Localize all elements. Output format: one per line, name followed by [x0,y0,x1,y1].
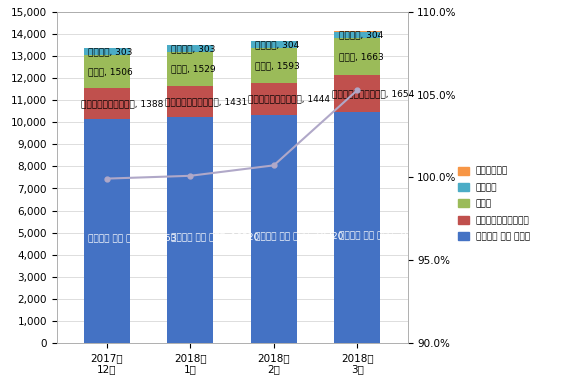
Text: オリックスカーシェア, 1654: オリックスカーシェア, 1654 [332,89,414,98]
Text: カリテコ, 304: カリテコ, 304 [255,40,299,49]
Bar [335,38,380,75]
Bar [168,86,213,117]
Bar [335,75,380,112]
Text: カリテコ, 303: カリテコ, 303 [88,47,132,56]
Bar [251,48,297,83]
Bar [335,31,380,32]
Text: タイムズ カー プラス, 10153: タイムズ カー プラス, 10153 [88,233,177,242]
Bar [168,44,213,45]
Text: カレコ, 1506: カレコ, 1506 [88,67,132,76]
Text: カレコ, 1593: カレコ, 1593 [255,61,300,70]
Bar [84,88,130,119]
Text: タイムズ カー プラス, 10320: タイムズ カー プラス, 10320 [255,232,344,241]
Text: オリックスカーシェア, 1444: オリックスカーシェア, 1444 [248,95,331,104]
Legend: アース・カー, カリテコ, カレコ, オリックスカーシェア, タイムズ カー プラス: アース・カー, カリテコ, カレコ, オリックスカーシェア, タイムズ カー プ… [454,163,534,245]
Bar [168,45,213,52]
Bar [168,52,213,86]
Text: カリテコ, 304: カリテコ, 304 [338,30,383,39]
Text: オリックスカーシェア, 1388: オリックスカーシェア, 1388 [82,99,164,108]
Bar [251,115,297,343]
Bar [168,117,213,343]
Bar [84,119,130,343]
Bar [335,32,380,38]
Text: オリックスカーシェア, 1431: オリックスカーシェア, 1431 [165,97,247,106]
Text: カレコ, 1663: カレコ, 1663 [338,52,383,61]
Text: タイムズ カー プラス, 10220: タイムズ カー プラス, 10220 [171,232,260,241]
Bar [251,41,297,48]
Text: カリテコ, 303: カリテコ, 303 [171,44,216,53]
Bar [335,112,380,343]
Bar [84,48,130,55]
Text: タイムズ カー プラス, 10479: タイムズ カー プラス, 10479 [338,230,427,239]
Bar [251,83,297,115]
Bar [84,55,130,88]
Text: カレコ, 1529: カレコ, 1529 [171,64,216,73]
